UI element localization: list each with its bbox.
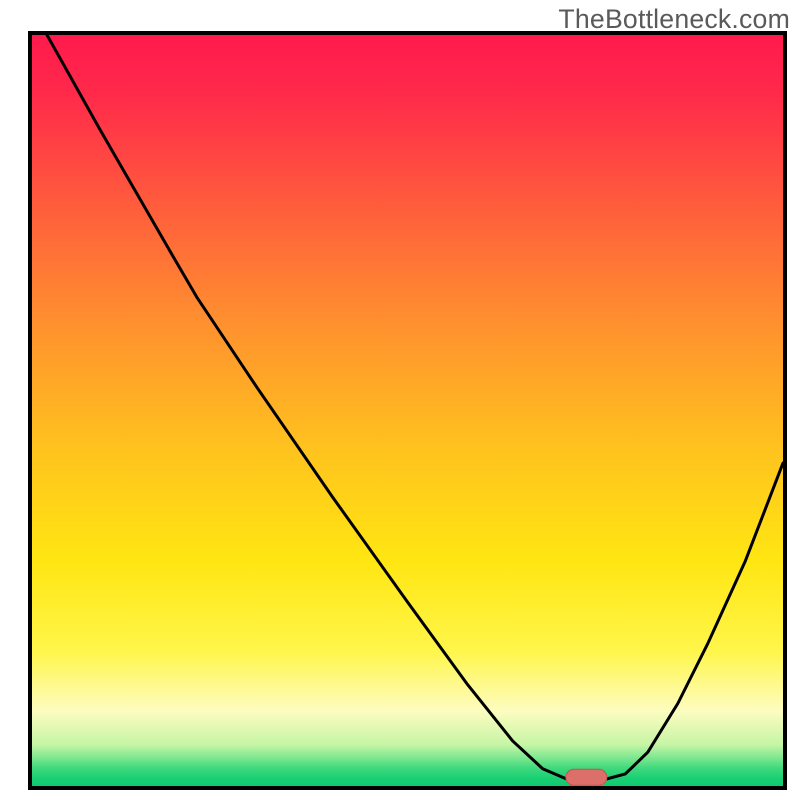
plot-svg — [32, 35, 783, 786]
chart-canvas: TheBottleneck.com — [0, 0, 800, 800]
watermark-text: TheBottleneck.com — [558, 4, 790, 35]
optimal-point-marker — [566, 769, 607, 786]
gradient-background — [32, 35, 783, 786]
